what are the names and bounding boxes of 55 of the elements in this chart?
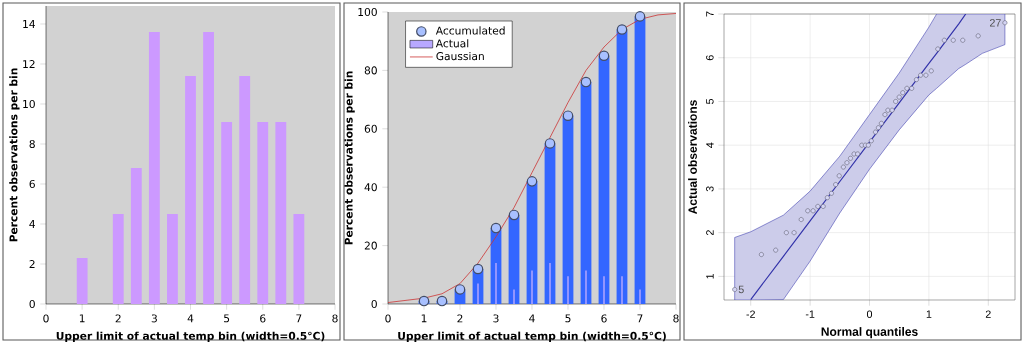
x-axis-title: Normal quantiles bbox=[821, 327, 918, 339]
x-tick-label: 2 bbox=[985, 310, 991, 318]
y-tick-label: 2 bbox=[29, 260, 35, 268]
y-tick-label: 60 bbox=[364, 124, 377, 133]
x-tick-label: 4 bbox=[187, 314, 194, 323]
x-tick-label: 1 bbox=[79, 314, 85, 323]
y-tick-label: 4 bbox=[29, 220, 35, 228]
x-tick-label: 4 bbox=[529, 314, 535, 323]
y-tick-label: 5 bbox=[706, 98, 714, 105]
y-axis-title: Percent observations per bin bbox=[344, 71, 355, 245]
y-tick-label: 10 bbox=[23, 99, 35, 109]
x-tick-label: -1 bbox=[805, 310, 815, 318]
y-tick-label: 12 bbox=[23, 60, 35, 68]
x-axis-title: Upper limit of actual temp bin (width=0.5°C) bbox=[398, 331, 666, 342]
x-tick-label: 8 bbox=[673, 314, 679, 323]
y-tick-label: 14 bbox=[23, 20, 35, 28]
y-tick-label: 2 bbox=[706, 230, 714, 236]
x-axis-title: Upper limit of actual temp bin (width=0.5°C) bbox=[56, 331, 325, 342]
y-tick-label: 6 bbox=[29, 179, 35, 189]
y-tick-label: 3 bbox=[706, 186, 714, 192]
y-axis-title: Actual observations bbox=[688, 100, 697, 215]
x-tick-label: 3 bbox=[151, 314, 157, 323]
y-axis-title: Percent observations per bin bbox=[9, 68, 20, 242]
y-tick-label: 20 bbox=[364, 241, 377, 250]
x-tick-label: 3 bbox=[493, 314, 499, 323]
x-tick-label: 7 bbox=[296, 314, 302, 323]
legend-label: Accumulated bbox=[435, 26, 505, 35]
y-tick-label: 100 bbox=[358, 7, 377, 17]
x-tick-label: 8 bbox=[332, 314, 338, 323]
y-tick-label: 40 bbox=[364, 183, 377, 192]
y-tick-label: 0 bbox=[29, 299, 35, 309]
x-tick-label: 0 bbox=[385, 314, 391, 323]
y-tick-label: 8 bbox=[29, 139, 35, 149]
x-tick-label: -2 bbox=[746, 310, 755, 318]
y-tick-label: 4 bbox=[706, 142, 714, 148]
y-tick-label: 80 bbox=[364, 66, 377, 75]
y-tick-label: 0 bbox=[371, 299, 377, 309]
x-tick-label: 6 bbox=[601, 314, 607, 323]
legend-label: Gaussian bbox=[436, 51, 484, 61]
x-tick-label: 5 bbox=[224, 314, 230, 323]
y-tick-label: 7 bbox=[706, 11, 714, 17]
legend-label: Actual bbox=[435, 39, 469, 48]
x-tick-label: 0 bbox=[866, 310, 873, 318]
annotation: 5 bbox=[738, 285, 744, 294]
x-tick-label: 2 bbox=[457, 314, 463, 323]
y-tick-label: 1 bbox=[706, 273, 714, 279]
x-tick-label: 1 bbox=[926, 310, 932, 318]
x-tick-label: 0 bbox=[43, 314, 49, 323]
x-tick-label: 6 bbox=[260, 314, 266, 323]
annotation: 27 bbox=[989, 19, 1001, 27]
x-tick-label: 1 bbox=[421, 314, 427, 323]
x-tick-label: 7 bbox=[637, 314, 643, 323]
x-tick-label: 2 bbox=[115, 314, 121, 323]
x-tick-label: 5 bbox=[565, 314, 571, 323]
y-tick-label: 6 bbox=[706, 55, 714, 61]
